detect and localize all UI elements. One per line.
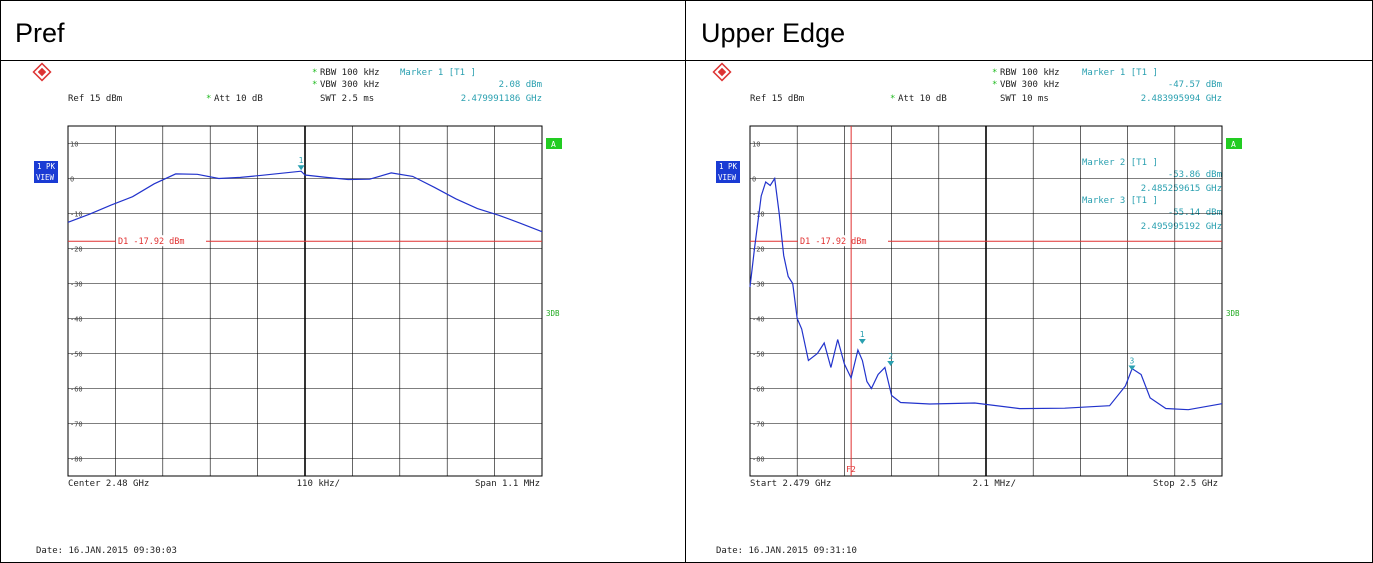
attenuation-text: Att 10 dB — [214, 94, 263, 104]
y-tick-label: -50 — [752, 351, 765, 359]
spectrum-chart: RBW 100 kHz VBW 300 kHz SWT 2.5 ms Ref 1… — [32, 62, 562, 489]
panel-divider — [685, 0, 686, 563]
marker-level: 2.08 dBm — [499, 80, 542, 90]
rs-logo-icon — [32, 62, 52, 82]
marker-label: Marker 3 [T1 ] — [1082, 196, 1158, 206]
y-tick-label: -20 — [70, 246, 83, 254]
rbw-text: RBW 100 kHz — [1000, 68, 1060, 78]
rs-logo-icon — [712, 62, 732, 82]
panel-title-left: Pref — [15, 18, 65, 48]
trace-badge: 1 PK VIEW — [716, 161, 740, 183]
swt-text: SWT 2.5 ms — [320, 94, 374, 104]
y-tick-label: -20 — [752, 246, 765, 254]
marker-triangle — [1128, 365, 1136, 371]
y-tick-label: -30 — [752, 281, 765, 289]
a-badge-label: A — [551, 140, 556, 149]
footer-right-text: Stop 2.5 GHz — [1153, 479, 1218, 489]
spectrum-panel-pref: RBW 100 kHz VBW 300 kHz SWT 2.5 ms Ref 1… — [0, 61, 685, 563]
spectrum-panel-upper-edge: RBW 100 kHz VBW 300 kHz SWT 10 ms Ref 15… — [686, 61, 1371, 563]
marker-frequency: 2.485259615 GHz — [1141, 184, 1222, 194]
marker-label: Marker 2 [T1 ] — [1082, 158, 1158, 168]
trace-badge: 1 PK VIEW — [34, 161, 58, 183]
y-tick-label: -80 — [752, 456, 765, 464]
rbw-star-icon: * — [992, 68, 997, 78]
date-text: Date: 16.JAN.2015 09:31:10 — [716, 546, 857, 556]
y-tick-label: -40 — [70, 316, 83, 324]
y-tick-label: -60 — [752, 386, 765, 394]
marker-label: Marker 1 [T1 ] — [1082, 68, 1158, 78]
y-tick-label: 0 — [70, 176, 74, 184]
y-tick-label: -50 — [70, 351, 83, 359]
marker-triangle — [297, 165, 305, 171]
spectrum-trace — [67, 170, 543, 233]
swt-text: SWT 10 ms — [1000, 94, 1049, 104]
marker-level: -47.57 dBm — [1168, 80, 1222, 90]
marker-label: Marker 1 [T1 ] — [400, 68, 476, 78]
y-tick-label: -80 — [70, 456, 83, 464]
panel-header-left: Pref — [0, 0, 685, 60]
footer-mid-text: 110 kHz/ — [297, 479, 340, 489]
att-star-icon: * — [206, 94, 211, 104]
y-tick-label: 0 — [752, 176, 756, 184]
y-tick-label: -10 — [70, 211, 83, 219]
marker-level: -55.14 dBm — [1168, 208, 1222, 218]
y-tick-label: -60 — [70, 386, 83, 394]
3db-label: 3DB — [546, 309, 560, 318]
att-star-icon: * — [890, 94, 895, 104]
trace-badge-label: 1 PK — [37, 162, 56, 171]
panel-header-right: Upper Edge — [686, 0, 1371, 60]
a-badge-label: A — [1231, 140, 1236, 149]
y-tick-label: -30 — [70, 281, 83, 289]
y-tick-label: 10 — [70, 141, 78, 149]
footer-right-text: Span 1.1 MHz — [475, 479, 540, 489]
rbw-star-icon: * — [312, 68, 317, 78]
date-text: Date: 16.JAN.2015 09:30:03 — [36, 546, 177, 556]
marker-frequency: 2.483995994 GHz — [1141, 94, 1222, 104]
y-tick-label: -40 — [752, 316, 765, 324]
view-badge-label: VIEW — [718, 173, 737, 182]
footer-left-text: Center 2.48 GHz — [68, 479, 149, 489]
footer-mid-text: 2.1 MHz/ — [973, 479, 1016, 489]
y-tick-label: -70 — [752, 421, 765, 429]
a-badge: A — [1226, 138, 1242, 149]
panel-title-right: Upper Edge — [701, 18, 846, 48]
spectrum-chart: RBW 100 kHz VBW 300 kHz SWT 10 ms Ref 15… — [712, 62, 1242, 489]
vbw-text: VBW 300 kHz — [1000, 80, 1060, 90]
marker-number: 1 — [860, 330, 865, 339]
marker-triangle — [887, 361, 895, 367]
y-tick-label: 10 — [752, 141, 760, 149]
display-line-label-bg — [798, 235, 888, 247]
marker-level: -53.86 dBm — [1168, 170, 1222, 180]
frequency-line-label: F2 — [846, 465, 856, 474]
marker-frequency: 2.495995192 GHz — [1141, 222, 1222, 232]
vbw-star-icon: * — [992, 80, 997, 90]
header-divider — [0, 60, 1373, 61]
attenuation-text: Att 10 dB — [898, 94, 947, 104]
view-badge-label: VIEW — [36, 173, 55, 182]
vbw-star-icon: * — [312, 80, 317, 90]
marker-number: 3 — [1129, 356, 1134, 365]
footer-left-text: Start 2.479 GHz — [750, 479, 831, 489]
rbw-text: RBW 100 kHz — [320, 68, 380, 78]
ref-level-text: Ref 15 dBm — [68, 94, 122, 104]
marker-number: 2 — [888, 352, 893, 361]
marker-triangle — [858, 338, 866, 344]
marker-number: 1 — [299, 156, 304, 165]
trace-badge-label: 1 PK — [719, 162, 738, 171]
a-badge: A — [546, 138, 562, 149]
spectrum-trace — [749, 176, 1223, 411]
vbw-text: VBW 300 kHz — [320, 80, 380, 90]
display-line-label-bg — [116, 235, 206, 247]
marker-frequency: 2.479991186 GHz — [461, 94, 542, 104]
ref-level-text: Ref 15 dBm — [750, 94, 804, 104]
display-line-label: D1 -17.92 dBm — [118, 237, 185, 247]
y-tick-label: -70 — [70, 421, 83, 429]
3db-label: 3DB — [1226, 309, 1240, 318]
display-line-label: D1 -17.92 dBm — [800, 237, 867, 247]
